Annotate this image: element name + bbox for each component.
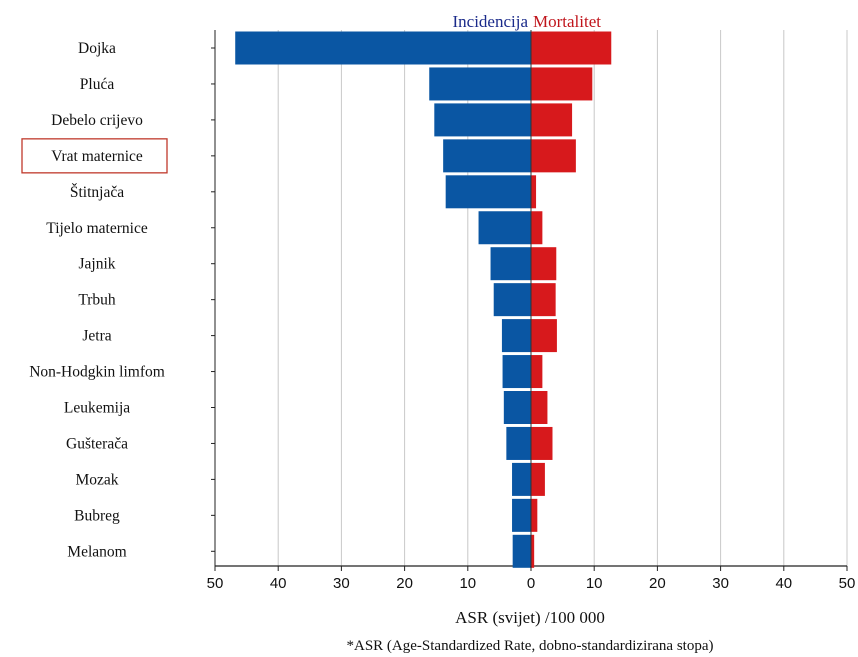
x-tick-label: 20 [649, 575, 666, 592]
bar-incidencija [503, 391, 531, 424]
category-label: Gušterača [66, 435, 128, 452]
bar-incidencija [506, 426, 531, 460]
highlight-box [21, 138, 168, 174]
bar-incidencija [443, 139, 531, 173]
category-label: Mozak [75, 471, 118, 488]
category-label: Štitnjača [70, 184, 124, 201]
category-label: Bubreg [74, 507, 120, 524]
x-tick-label: 30 [712, 575, 729, 592]
bar-incidencija [501, 319, 531, 353]
bar-mortalitet [531, 247, 557, 281]
bar-incidencija [493, 283, 531, 317]
category-label: Dojka [78, 40, 116, 57]
bar-mortalitet [531, 211, 543, 245]
x-tick-label: 50 [839, 575, 856, 592]
category-label: Jajnik [78, 256, 115, 273]
x-tick-label: 40 [270, 575, 287, 592]
bar-incidencija [478, 211, 531, 245]
bar-mortalitet [531, 534, 535, 568]
bar-mortalitet [531, 175, 537, 209]
x-tick-label: 50 [207, 575, 224, 592]
category-label: Leukemija [64, 400, 130, 417]
bar-incidencija [434, 103, 531, 137]
bar-mortalitet [531, 139, 576, 173]
x-tick-label: 30 [333, 575, 350, 592]
legend-incidencija: Incidencija [452, 12, 528, 31]
bar-mortalitet [531, 283, 556, 317]
bar-mortalitet [531, 498, 538, 532]
x-tick-label: 10 [586, 575, 603, 592]
category-label: Pluća [80, 76, 115, 93]
bar-incidencija [429, 67, 531, 101]
bar-incidencija [445, 175, 531, 209]
category-labels: Dojka Pluća Debelo crijevo Vrat maternice Št… [21, 40, 215, 560]
bar-mortalitet [531, 67, 593, 101]
legend-mortalitet: Mortalitet [533, 12, 601, 31]
category-label: Non-Hodgkin limfom [29, 364, 165, 381]
category-label: Tijelo maternice [46, 220, 148, 237]
bars [235, 30, 612, 568]
category-label: Vrat maternice [51, 148, 143, 165]
bar-incidencija [512, 534, 531, 568]
x-tick-label: 10 [459, 575, 476, 592]
bar-incidencija [235, 31, 531, 65]
x-ticks: 50 40 30 20 10 0 10 20 30 40 50 [207, 566, 856, 592]
bar-mortalitet [531, 31, 612, 65]
category-label: Debelo crijevo [51, 112, 143, 129]
bar-mortalitet [531, 319, 557, 353]
bar-incidencija [502, 355, 531, 389]
category-label: Trbuh [78, 292, 116, 309]
bar-mortalitet [531, 462, 545, 496]
x-tick-label: 0 [527, 575, 535, 592]
bar-incidencija [512, 498, 531, 532]
bar-incidencija [512, 462, 531, 496]
bar-incidencija [490, 247, 531, 281]
x-tick-label: 20 [396, 575, 413, 592]
bar-mortalitet [531, 391, 548, 424]
x-axis-label: ASR (svijet) /100 000 [455, 608, 605, 627]
category-label: Jetra [82, 328, 111, 345]
category-label: Melanom [67, 543, 126, 560]
bar-mortalitet [531, 426, 553, 460]
footnote: *ASR (Age-Standardized Rate, dobno-stand… [347, 638, 714, 654]
bar-mortalitet [531, 355, 543, 389]
x-tick-label: 40 [775, 575, 792, 592]
bar-mortalitet [531, 103, 573, 137]
